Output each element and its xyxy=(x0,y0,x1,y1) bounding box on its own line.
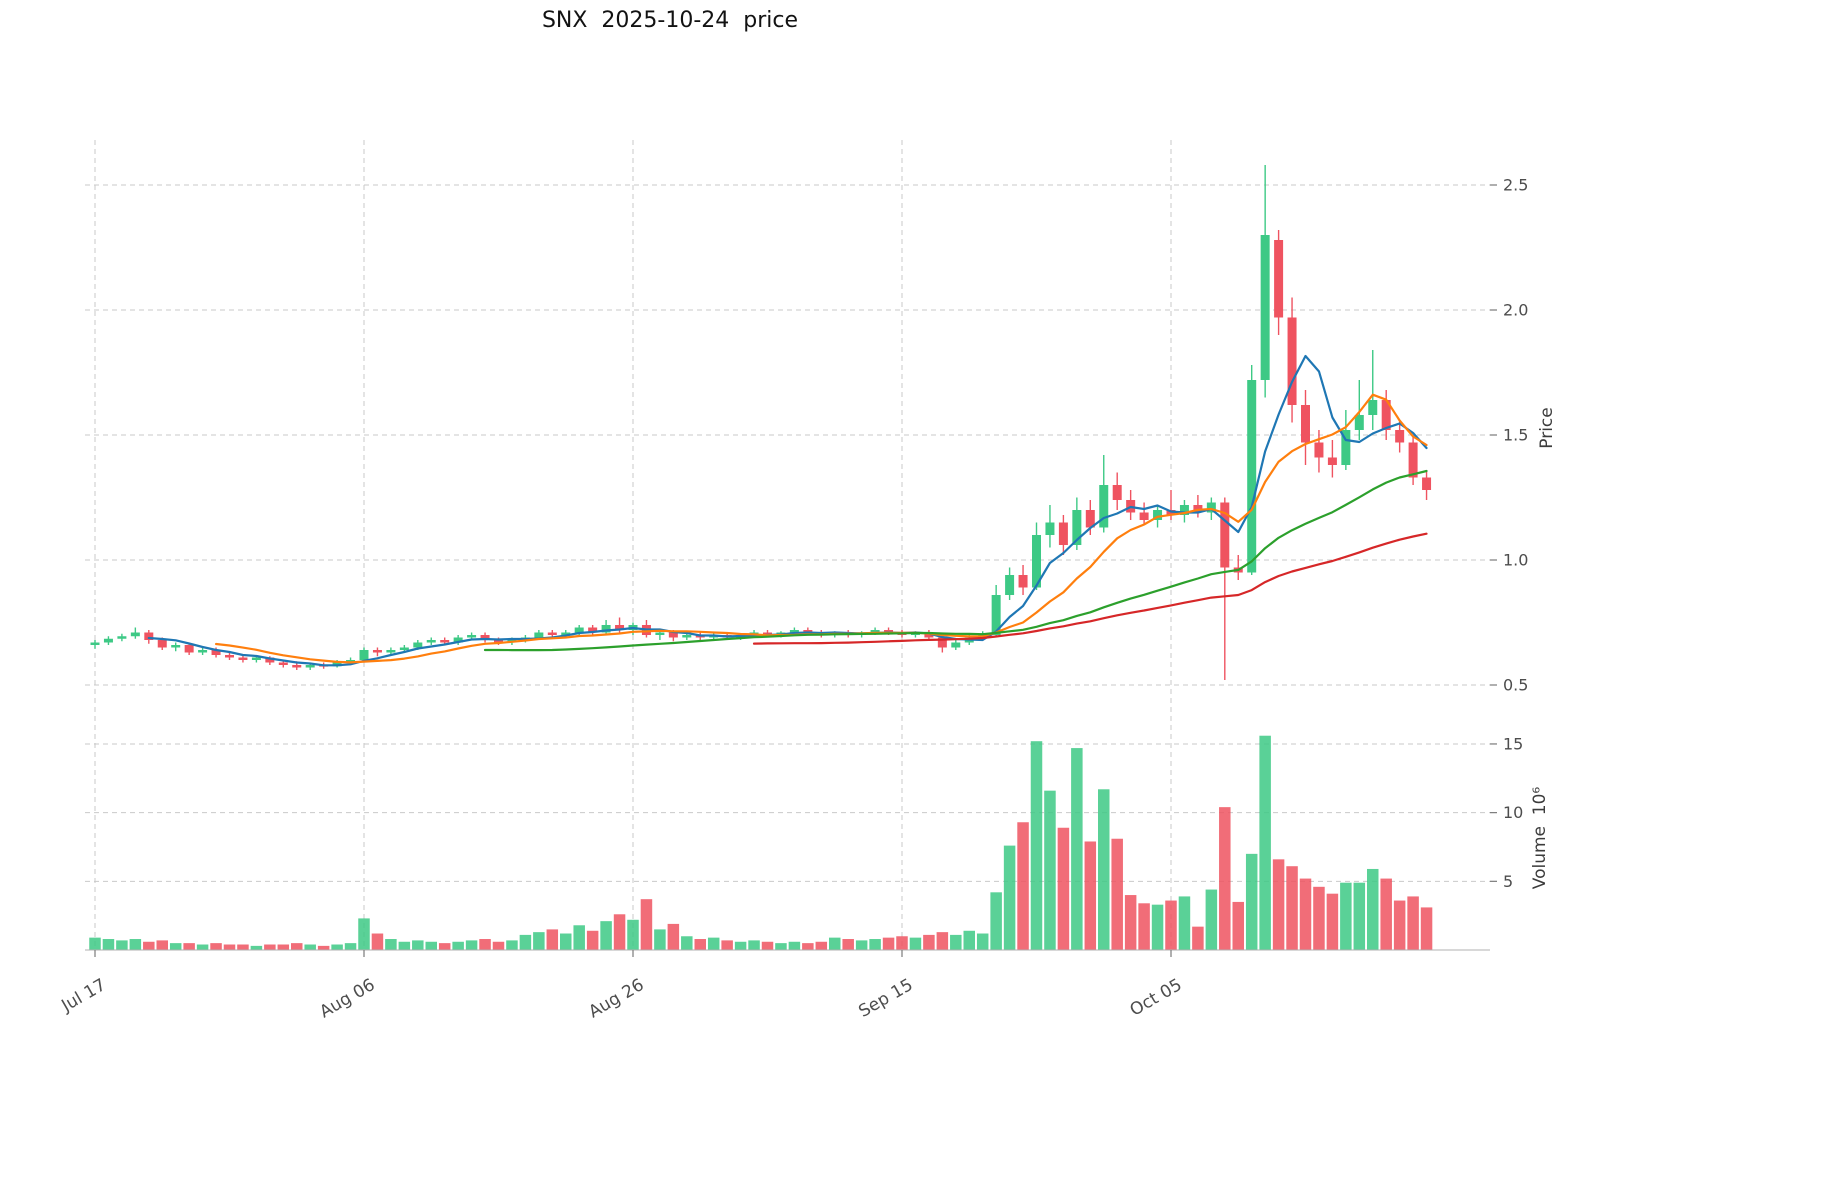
svg-text:0.5: 0.5 xyxy=(1503,676,1528,695)
svg-text:5: 5 xyxy=(1503,872,1513,891)
svg-text:Sep 15: Sep 15 xyxy=(855,975,916,1022)
svg-text:2.5: 2.5 xyxy=(1503,176,1528,195)
svg-text:Aug 26: Aug 26 xyxy=(585,975,647,1022)
svg-text:1.5: 1.5 xyxy=(1503,426,1528,445)
svg-text:Aug 06: Aug 06 xyxy=(316,975,378,1022)
volume-axis-label: Volume 10⁶ xyxy=(1530,786,1550,890)
price-axis-label: Price xyxy=(1537,407,1557,449)
svg-text:10: 10 xyxy=(1503,803,1523,822)
svg-text:15: 15 xyxy=(1503,734,1523,753)
svg-text:2.0: 2.0 xyxy=(1503,301,1528,320)
chart-title: SNX 2025-10-24 price xyxy=(541,8,799,33)
svg-text:Jul 17: Jul 17 xyxy=(57,975,109,1017)
svg-text:Oct 05: Oct 05 xyxy=(1127,975,1186,1021)
svg-text:1.0: 1.0 xyxy=(1503,551,1528,570)
